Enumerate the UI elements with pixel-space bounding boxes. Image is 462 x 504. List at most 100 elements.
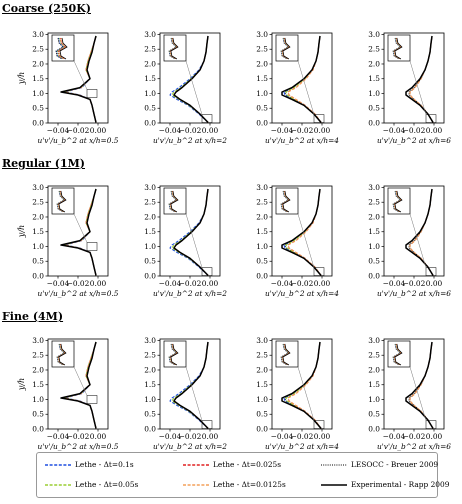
inset-line-exp — [170, 343, 179, 366]
series-line-dt0025 — [409, 341, 434, 429]
legend: Lethe - Δt=0.1s Lethe - Δt=0.05s Lethe -… — [36, 452, 449, 498]
x-axis-label: u'v'/u_b^2 at x/h=4 — [265, 289, 339, 298]
y-tick-label: 1.0 — [32, 395, 44, 404]
zoom-connector — [409, 60, 427, 115]
x-axis-label: u'v'/u_b^2 at x/h=0.5 — [37, 136, 118, 145]
x-tick-label: 0.00 — [90, 126, 107, 135]
inset-line-exp — [282, 37, 291, 60]
zoom-connector — [297, 213, 315, 268]
series-line-dt005 — [409, 341, 434, 429]
inset-line-dt01 — [56, 37, 65, 60]
y-tick-label: 2.5 — [32, 198, 44, 207]
y-tick-label: 1.5 — [368, 227, 380, 236]
y-tick-label: 0.5 — [368, 104, 380, 113]
series-line-exp — [405, 35, 434, 123]
series-line-dt0025 — [409, 188, 434, 276]
zoom-region — [313, 114, 325, 123]
y-tick-label: 0.0 — [144, 272, 156, 281]
x-tick-label: −0.02 — [291, 126, 314, 135]
panel-r1-c3: −0.04−0.02 0.00 0.0 0.5 1.0 1.5 2.0 2.5 3.0 u'v'/… — [368, 183, 451, 298]
y-tick-label: 2.5 — [32, 45, 44, 54]
y-tick-label: 3.0 — [256, 336, 268, 345]
inset-line-dt005 — [57, 37, 66, 60]
y-tick-label: 0.0 — [368, 272, 380, 281]
x-tick-label: 0.00 — [202, 279, 219, 288]
zoom-region — [201, 114, 213, 123]
inset-line-les — [55, 37, 64, 60]
y-axis-label: y/h — [17, 72, 26, 85]
y-tick-label: 3.0 — [144, 183, 156, 192]
zoom-region — [201, 420, 213, 429]
y-tick-label: 0.0 — [144, 119, 156, 128]
panel-r0-c2: −0.04−0.02 0.00 0.0 0.5 1.0 1.5 2.0 2.5 3.0 u'v'/… — [256, 30, 339, 145]
x-axis-label: u'v'/u_b^2 at x/h=0.5 — [37, 289, 118, 298]
y-tick-label: 1.5 — [32, 74, 44, 83]
y-tick-label: 1.0 — [368, 89, 380, 98]
y-tick-label: 2.5 — [256, 198, 268, 207]
series-line-exp — [405, 188, 434, 276]
y-tick-label: 0.0 — [256, 119, 268, 128]
inset-line-exp — [282, 343, 291, 366]
y-tick-label: 1.5 — [256, 74, 268, 83]
series-line-exp — [173, 188, 209, 276]
x-tick-label: −0.02 — [67, 126, 90, 135]
zoom-connector — [185, 366, 203, 421]
y-tick-label: 0.0 — [32, 272, 44, 281]
y-tick-label: 1.5 — [144, 74, 156, 83]
y-tick-label: 1.5 — [368, 74, 380, 83]
zoom-connector — [297, 366, 315, 421]
y-axis-label: y/h — [17, 225, 26, 238]
row-title-fine: Fine (4M) — [2, 310, 64, 323]
y-tick-label: 1.5 — [368, 380, 380, 389]
x-tick-label: −0.04 — [159, 279, 182, 288]
legend-label-les: LESOCC - Breuer 2009 — [351, 460, 439, 469]
x-tick-label: −0.02 — [403, 126, 426, 135]
legend-item-dt005: Lethe - Δt=0.05s — [45, 480, 138, 489]
y-tick-label: 0.5 — [256, 104, 268, 113]
x-tick-label: 0.00 — [90, 279, 107, 288]
panel-r0-c0: −0.04−0.02 0.00 0.0 0.5 1.0 1.5 2.0 2.5 3.0 u'v'/… — [17, 30, 119, 145]
y-tick-label: 2.5 — [144, 198, 156, 207]
y-tick-label: 0.0 — [144, 425, 156, 434]
y-tick-label: 3.0 — [368, 183, 380, 192]
x-tick-label: −0.02 — [179, 432, 202, 441]
y-tick-label: 1.0 — [144, 89, 156, 98]
y-tick-label: 3.0 — [256, 183, 268, 192]
y-tick-label: 2.5 — [368, 351, 380, 360]
y-tick-label: 3.0 — [144, 30, 156, 39]
y-tick-label: 2.5 — [368, 198, 380, 207]
y-tick-label: 2.0 — [256, 59, 268, 68]
legend-item-dt01: Lethe - Δt=0.1s — [45, 460, 134, 469]
series-line-dt01 — [409, 188, 434, 276]
series-line-exp — [60, 35, 97, 123]
zoom-region — [86, 89, 98, 98]
inset-line-exp — [282, 190, 291, 213]
series-line-dt0025 — [409, 35, 434, 123]
y-tick-label: 2.5 — [144, 45, 156, 54]
x-tick-label: 0.00 — [426, 126, 443, 135]
y-tick-label: 2.5 — [256, 351, 268, 360]
series-line-dt00125 — [409, 35, 434, 123]
y-tick-label: 1.5 — [32, 380, 44, 389]
legend-label-dt005: Lethe - Δt=0.05s — [75, 480, 139, 489]
y-tick-label: 0.0 — [32, 119, 44, 128]
y-tick-label: 3.0 — [256, 30, 268, 39]
x-tick-label: 0.00 — [90, 432, 107, 441]
series-line-exp — [173, 341, 209, 429]
y-tick-label: 3.0 — [144, 336, 156, 345]
inset-line-dt0025 — [57, 37, 67, 60]
x-axis-label: u'v'/u_b^2 at x/h=4 — [265, 136, 339, 145]
y-tick-label: 0.0 — [368, 425, 380, 434]
legend-item-dt0025: Lethe - Δt=0.025s — [183, 460, 281, 469]
x-tick-label: 0.00 — [426, 279, 443, 288]
zoom-connector — [73, 60, 88, 90]
x-axis-label: u'v'/u_b^2 at x/h=4 — [265, 442, 339, 451]
y-tick-label: 2.0 — [256, 212, 268, 221]
x-tick-label: −0.02 — [179, 279, 202, 288]
y-tick-label: 1.5 — [256, 380, 268, 389]
zoom-region — [425, 420, 437, 429]
y-tick-label: 3.0 — [32, 183, 44, 192]
x-tick-label: −0.04 — [47, 432, 70, 441]
inset-line-exp — [58, 190, 67, 213]
x-axis-label: u'v'/u_b^2 at x/h=6 — [377, 289, 451, 298]
